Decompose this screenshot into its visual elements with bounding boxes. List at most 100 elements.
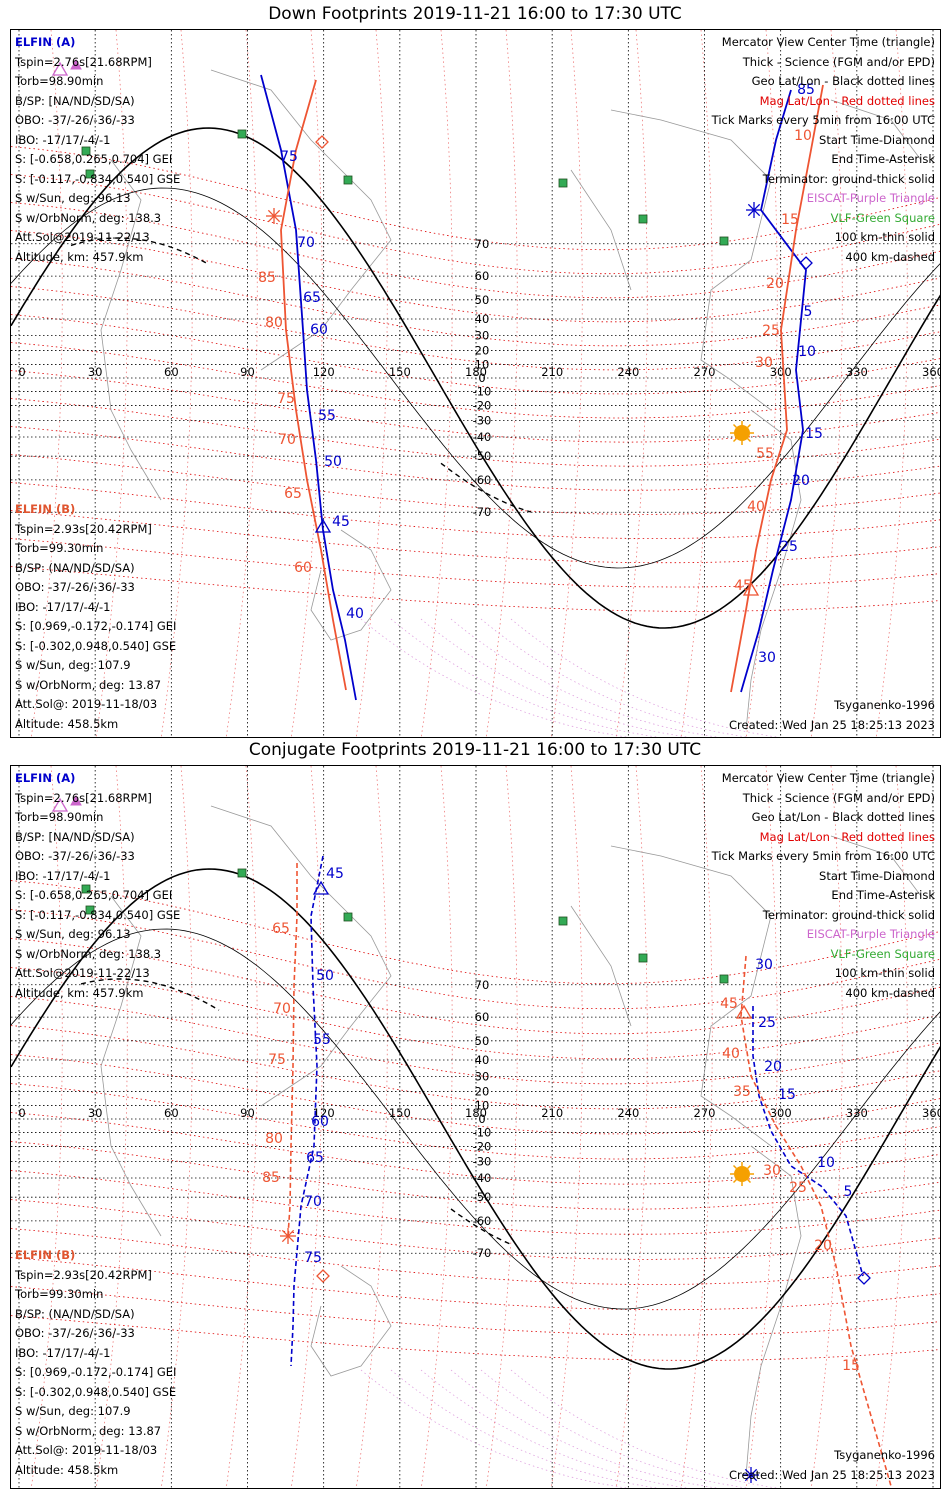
lat-tick-label: -30 [473,413,492,427]
lat-tick-label: -40 [473,430,492,444]
info-line: OBO: -37/-26/-36/-33 [15,849,135,863]
vlf-station-marker [237,868,247,878]
track-time-label-b: 35 [733,1084,751,1100]
track-time-label-a: 15 [778,1087,796,1103]
sun-ray [747,1164,752,1169]
track-time-label-b: 30 [763,1163,781,1179]
track-time-label-a: 25 [758,1015,776,1031]
coastline [310,529,392,641]
panel-title-conjugate: Conjugate Footprints 2019-11-21 16:00 to… [248,740,702,760]
info-line: S w/OrbNorm, deg: 13.87 [15,1423,162,1438]
track-time-label-b: 45 [720,996,738,1012]
coastline [100,895,162,1237]
sun-ray [747,438,752,443]
coastline [610,109,772,411]
mag-lon-line [95,766,128,1488]
legend-item: EISCAT-Purple Triangle [806,191,935,205]
info-line: Altitude: 458.5km [15,1462,119,1477]
legend-item: End Time-Asterisk [831,888,935,902]
legend-item: 400 km-dashed [845,249,935,264]
legend-item: Thick - Science (FGM and/or EPD) [742,790,935,805]
sat-b-info-down: ELFIN (B) Tspin=2.93s[20.42RPM] Torb=99.… [15,500,176,734]
terminator-400km [80,978,220,1011]
mag-lat-line [11,938,940,1035]
mag-lat-line [11,174,940,275]
lat-tick-label: 50 [475,1034,490,1048]
track-time-label-a: 70 [304,1194,322,1210]
mag-lon-line [615,766,648,1488]
end-asterisk-marker [267,209,281,223]
legend-item: VLF-Green Square [830,946,935,961]
info-line: OBO: -37/-26/-36/-33 [15,1326,135,1340]
track-time-label-a: 45 [326,866,344,882]
info-line: Tspin=2.76s[21.68RPM] [15,790,152,805]
mag-lon-line [355,30,388,737]
legend-item: EISCAT-Purple Triangle [806,927,935,941]
track-time-label-b: 70 [273,1001,291,1017]
track-time-label-b: 30 [755,355,773,371]
legend-item: Geo Lat/Lon - Black dotted lines [751,810,935,824]
lat-tick-label: 10 [475,357,490,371]
center-time-triangle [314,518,332,533]
track-time-label-b: 20 [766,276,784,292]
track-time-label-b: 15 [842,1358,860,1374]
legend-item: Tick Marks every 5min from 16:00 UTC [711,113,935,127]
lon-tick-label: 0 [18,365,25,379]
panel-title-down: Down Footprints 2019-11-21 16:00 to 17:3… [268,4,682,24]
track-time-label-b: 65 [284,486,302,502]
lat-tick-label: 40 [475,312,490,326]
track-time-label-a: 50 [324,454,342,470]
info-line: IBO: -17/17/-4/-1 [15,132,111,147]
center-time-triangle [735,1004,753,1019]
end-asterisk-marker [744,1468,758,1482]
legend-item: Mercator View Center Time (triangle) [721,771,935,785]
lat-tick-label: 0 [478,371,485,385]
sun-ray [732,438,737,443]
vlf-station-marker [81,884,91,894]
mag-lon-line [225,766,258,1488]
eiscat-arc [390,1369,660,1488]
vlf-station-marker [638,953,648,963]
coastline [210,69,392,371]
info-line: OBO: -37/-26/-36/-33 [15,113,135,127]
lon-tick-label: 210 [541,1106,563,1120]
sun-marker [734,1166,750,1182]
info-line: IBO: -17/17/-4/-1 [15,599,111,614]
terminator-100km [11,187,940,569]
sat-a-track [290,855,324,1367]
info-line: B/SP: (NA/ND/SD/SA) [15,560,135,575]
info-line: IBO: -17/17/-4/-1 [15,1345,111,1360]
track-time-label-b: 75 [277,391,295,407]
vlf-station-marker [343,175,353,185]
eiscat-arc [510,618,780,737]
lon-tick-label: 180 [465,1106,487,1120]
info-line: B/SP: (NA/ND/SD/SA) [15,1306,135,1321]
info-line: S w/Sun, deg: 107.9 [15,658,131,672]
info-line: Torb=99.30min [15,1287,104,1301]
lat-tick-label: -40 [473,1171,492,1185]
lat-tick-label: 30 [475,329,490,343]
legend-item: Mag Lat/Lon - Red dotted lines [759,829,935,844]
track-time-label-a: 10 [798,344,816,360]
sun-ray [732,1164,737,1169]
lon-tick-label: 60 [164,365,179,379]
lat-tick-label: -20 [473,1140,492,1154]
sat-b-track [730,84,824,693]
info-line: S: [0.969,-0.172,-0.174] GEI [15,619,177,633]
track-time-label-b: 15 [781,212,799,228]
footer-down: Tsyganenko-1996 Created: Wed Jan 25 18:2… [729,696,935,735]
lat-tick-label: -20 [473,399,492,413]
eiscat-arc [360,1369,630,1488]
track-time-label-a: 30 [758,650,776,666]
sat-b-track [740,955,892,1487]
lon-tick-label: 360 [922,1106,941,1120]
info-line: S w/Sun, deg: 107.9 [15,1404,131,1418]
sat-a-name: ELFIN (A) [15,771,76,785]
info-line: S w/Sun, deg: 96.13 [15,191,131,205]
sat-a-track [752,1006,864,1277]
lat-tick-label: -60 [473,1214,492,1228]
vlf-station-marker [719,236,729,246]
track-time-label-b: 25 [789,1180,807,1196]
sat-b-track [280,79,347,691]
mag-lat-line [11,1112,940,1185]
